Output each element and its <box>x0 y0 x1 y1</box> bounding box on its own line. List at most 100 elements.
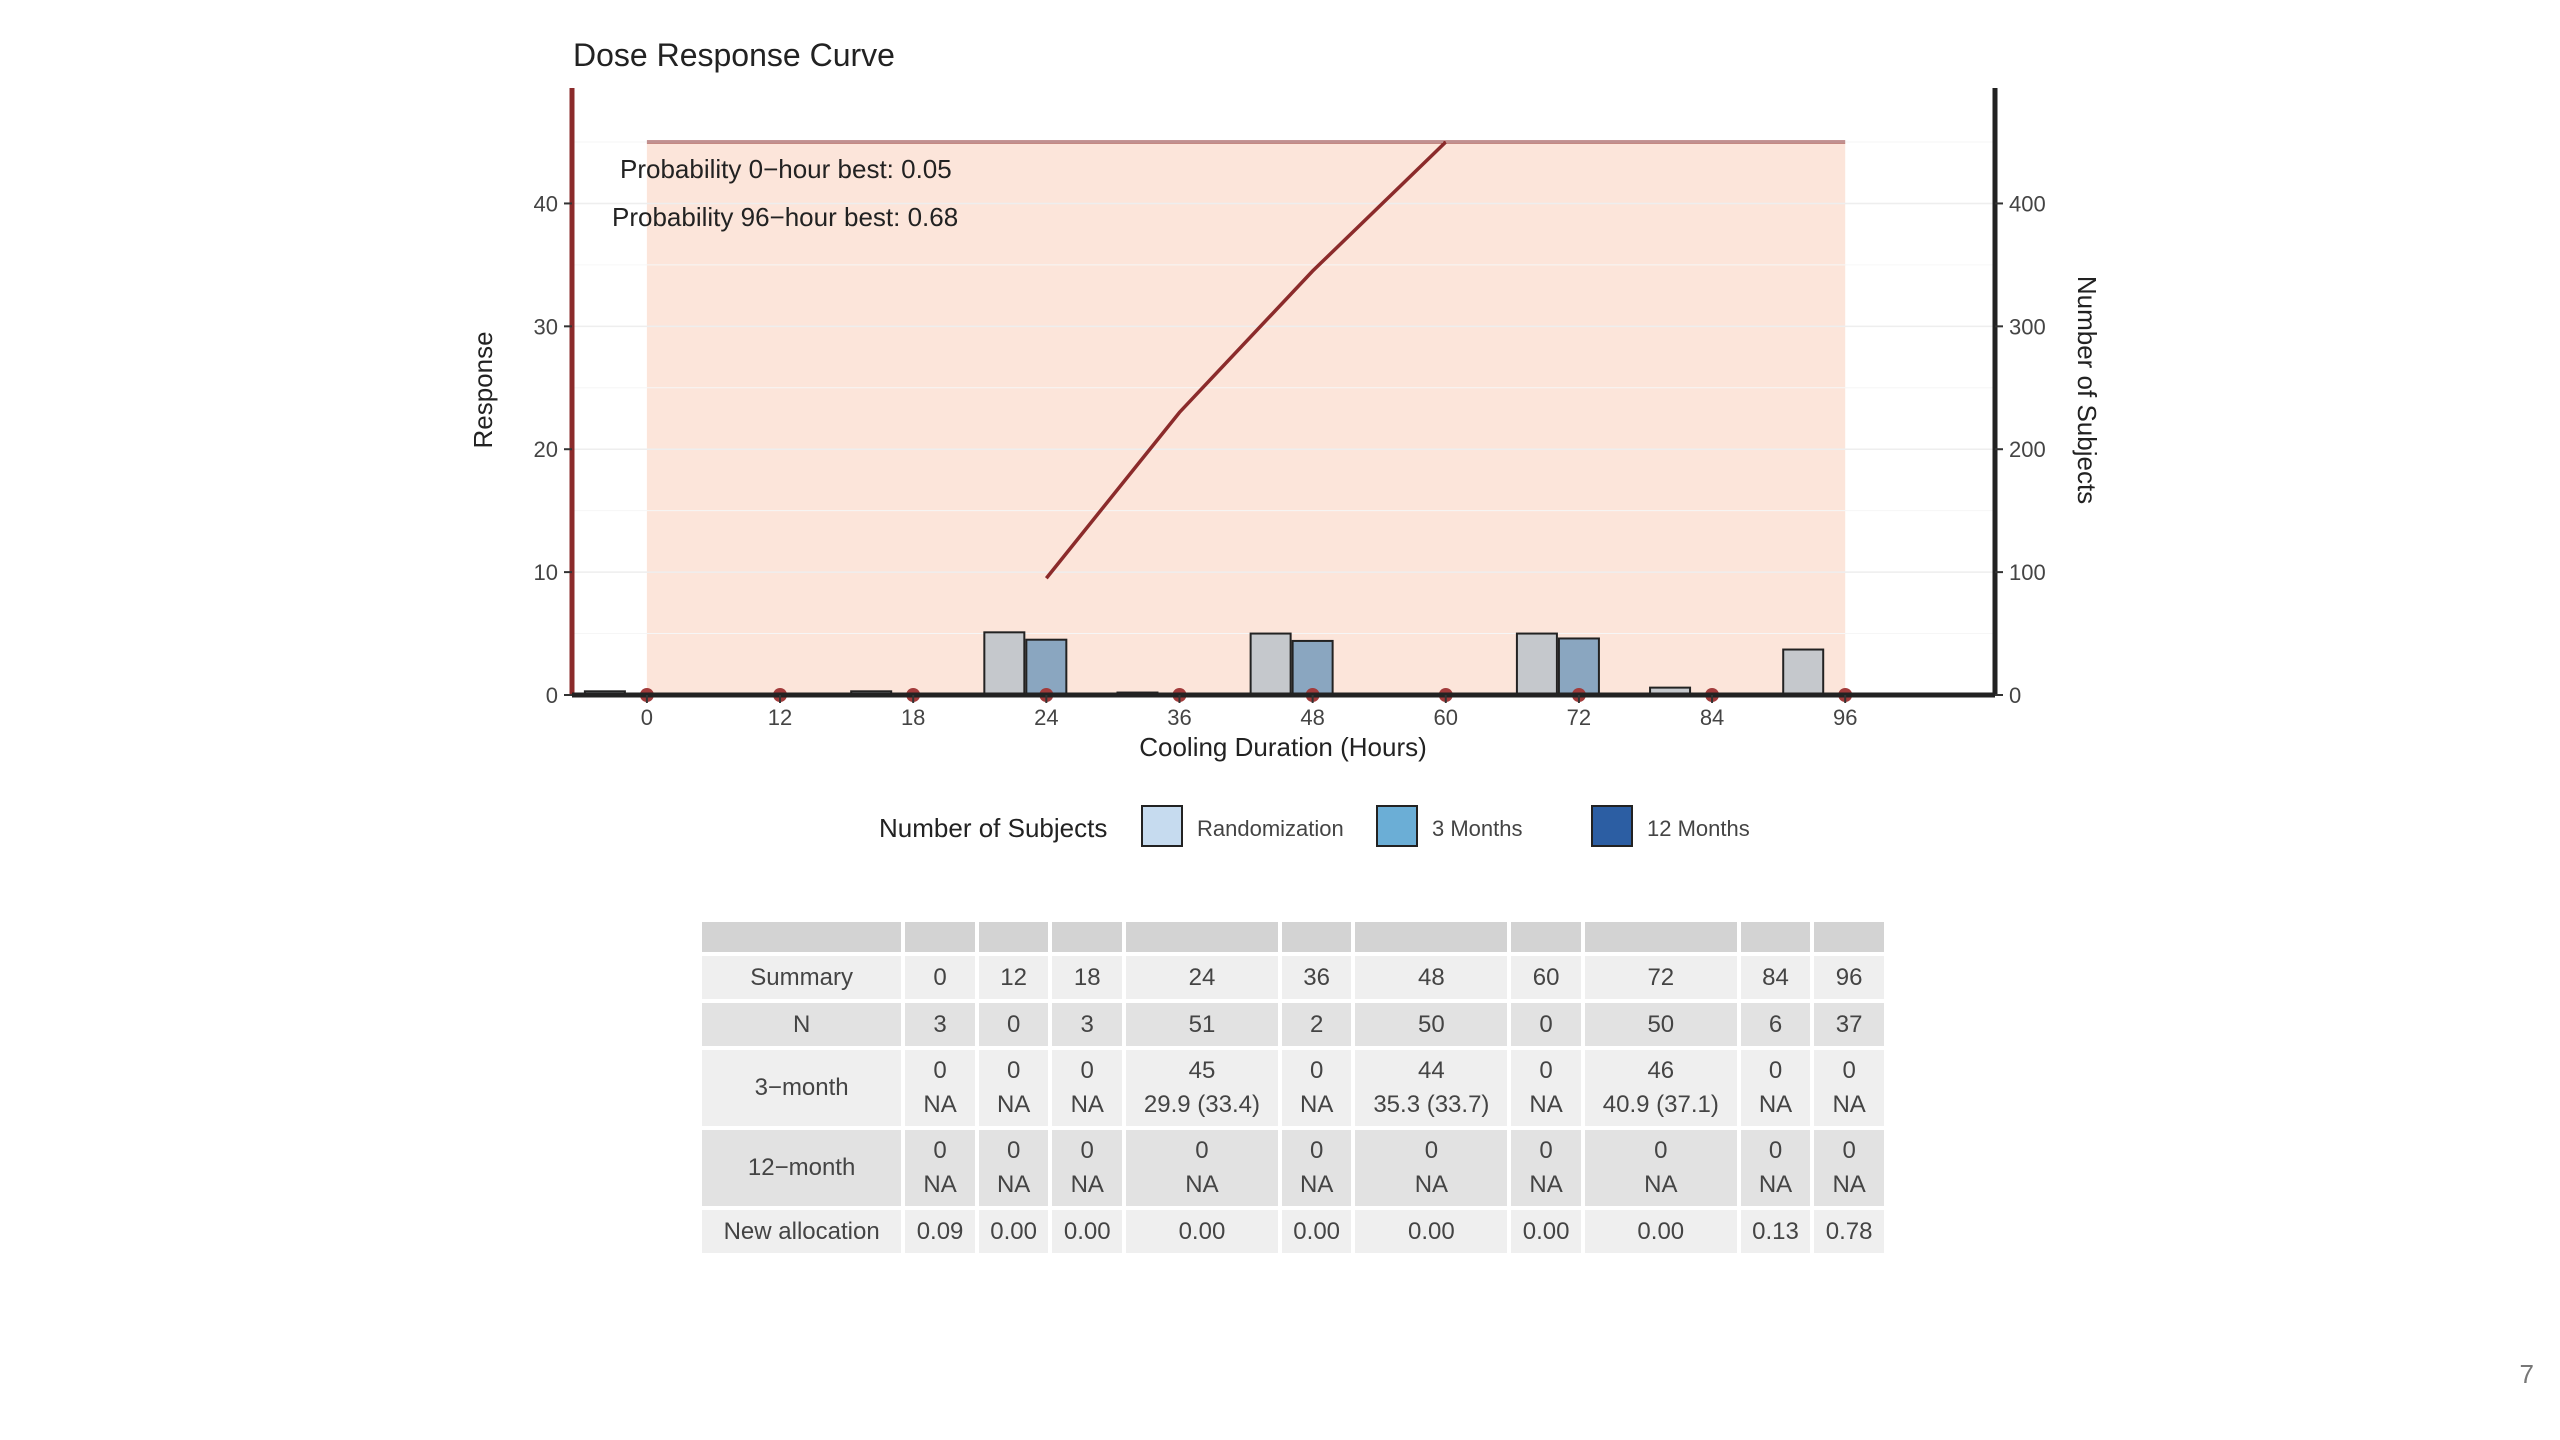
table-cell-mean: NA <box>923 1171 957 1198</box>
x-tick-label-0: 0 <box>641 705 653 730</box>
bar-1-7 <box>1557 637 1600 697</box>
x-tick-label-3: 24 <box>1034 705 1058 730</box>
summary-table: Summary 0 12 18 24 36 48 60 72 84 96 N 3 0 3 51 2 50 0 50 6 3… <box>698 918 1888 1257</box>
table-header-cell <box>1740 922 1811 952</box>
table-cell-count: 0 <box>1539 1057 1553 1084</box>
table-cell-mean: 40.9 (37.1) <box>1602 1091 1719 1118</box>
table-cell-mean: NA <box>1758 1171 1793 1198</box>
annotation-96-hour: Probability 96−hour best: 0.68 <box>612 202 958 232</box>
table-cell-mean: 35.3 (33.7) <box>1373 1091 1490 1118</box>
x-tick-label-7: 72 <box>1567 705 1591 730</box>
table-cell-count: 0 <box>1768 1137 1783 1164</box>
table-header-cell <box>978 922 1049 952</box>
table-header-row <box>702 922 1884 952</box>
y-tick-label-0: 0 <box>546 683 558 708</box>
table-cell: 0.00 <box>1511 1210 1581 1253</box>
table-row: 12−month 0 NA 0 NA 0 NA 0 NA 0 NA 0 NA 0 NA 0 NA 0 NA 0 NA <box>702 1130 1884 1206</box>
table-cell-count: 0 <box>1006 1057 1021 1084</box>
table-cell: 0.00 <box>1281 1210 1352 1253</box>
table-header-cell <box>1355 922 1508 952</box>
table-row: New allocation 0.09 0.00 0.00 0.00 0.00 0.00 0.… <box>702 1210 1884 1253</box>
table-cell-mean: NA <box>923 1091 957 1118</box>
table-header-cell <box>1814 922 1884 952</box>
table-cell: 0 NA <box>1740 1050 1811 1126</box>
table-cell: 50 <box>1355 1003 1508 1046</box>
table-header-cell <box>905 922 975 952</box>
secondary-y-axis-title: Number of Subjects <box>2072 276 2102 504</box>
table-cell-count: 0 <box>1654 1137 1668 1164</box>
legend-swatch-0 <box>1141 805 1183 847</box>
bar-0-5 <box>1249 632 1292 696</box>
table-cell-count: 0 <box>1080 1057 1094 1084</box>
table-cell: 0 <box>905 956 975 999</box>
table-cell: 48 <box>1355 956 1508 999</box>
table-header-cell <box>1126 922 1278 952</box>
table-cell: 0 NA <box>1126 1130 1278 1206</box>
table-cell: 0 NA <box>1281 1130 1352 1206</box>
credible-band <box>646 142 1846 695</box>
y-tick-label-4: 40 <box>534 191 558 216</box>
table-cell-mean: NA <box>1070 1171 1104 1198</box>
table-cell-mean: 29.9 (33.4) <box>1143 1091 1260 1118</box>
table-cell: 0.13 <box>1740 1210 1811 1253</box>
table-cell: 6 <box>1740 1003 1811 1046</box>
x-tick-label-2: 18 <box>901 705 925 730</box>
table-cell: 0 NA <box>1814 1130 1884 1206</box>
table-cell-mean: NA <box>1529 1091 1563 1118</box>
x-tick-label-1: 12 <box>768 705 792 730</box>
table-cell: 0 NA <box>1511 1050 1581 1126</box>
table-cell: 0.78 <box>1814 1210 1884 1253</box>
table-cell: 0.00 <box>1355 1210 1508 1253</box>
table-row-label: N <box>702 1003 902 1046</box>
table-cell-count: 0 <box>933 1057 947 1084</box>
bar-1-3 <box>1025 638 1068 697</box>
table-cell: 44 35.3 (33.7) <box>1355 1050 1508 1126</box>
table-cell: 0 NA <box>978 1050 1049 1126</box>
table-cell: 46 40.9 (37.1) <box>1584 1050 1737 1126</box>
table-cell: 72 <box>1584 956 1737 999</box>
table-cell-count: 46 <box>1647 1057 1675 1084</box>
table-cell: 45 29.9 (33.4) <box>1126 1050 1278 1126</box>
table-cell: 0 NA <box>1281 1050 1352 1126</box>
bar-1-5 <box>1291 639 1334 697</box>
table-cell: 0 <box>1511 1003 1581 1046</box>
x-tick-label-4: 36 <box>1167 705 1191 730</box>
y2-tick-label-4: 400 <box>2009 191 2046 216</box>
bar-0-7 <box>1515 632 1558 696</box>
y2-tick-label-1: 100 <box>2009 560 2046 585</box>
table-cell: 0 NA <box>1052 1050 1123 1126</box>
table-cell: 24 <box>1126 956 1278 999</box>
table-cell-count: 45 <box>1188 1057 1216 1084</box>
table-cell-mean: NA <box>996 1171 1031 1198</box>
y-tick-label-2: 20 <box>534 437 558 462</box>
table-cell: 0 NA <box>1584 1130 1737 1206</box>
legend-swatch-2 <box>1591 805 1633 847</box>
table-cell: 50 <box>1584 1003 1737 1046</box>
table-row-label: New allocation <box>702 1210 902 1253</box>
table-row: N 3 0 3 51 2 50 0 50 6 37 <box>702 1003 1884 1046</box>
bar-0-9 <box>1782 648 1825 697</box>
table-cell-mean: NA <box>1070 1091 1104 1118</box>
table-header-cell <box>1052 922 1123 952</box>
table-row: Summary 0 12 18 24 36 48 60 72 84 96 <box>702 956 1884 999</box>
table-cell-count: 0 <box>1768 1057 1783 1084</box>
y-axis-title: Response <box>468 331 498 448</box>
table-cell: 0 NA <box>1814 1050 1884 1126</box>
table-cell-mean: NA <box>1414 1171 1449 1198</box>
table-cell: 0 NA <box>1511 1130 1581 1206</box>
table-cell: 18 <box>1052 956 1123 999</box>
table-cell: 0 NA <box>1355 1130 1508 1206</box>
table-header-cell <box>1584 922 1737 952</box>
table-cell: 0.00 <box>1126 1210 1278 1253</box>
table-header-cell <box>702 922 902 952</box>
table-row: 3−month 0 NA 0 NA 0 NA 45 29.9 (33.4) 0 NA 44 35.3 (… <box>702 1050 1884 1126</box>
legend-label-1: 3 Months <box>1432 816 1523 841</box>
table-cell: 51 <box>1126 1003 1278 1046</box>
table-cell: 0 <box>978 1003 1049 1046</box>
table-cell-mean: NA <box>1832 1091 1866 1118</box>
table-header-cell <box>1281 922 1352 952</box>
x-tick-label-6: 60 <box>1434 705 1458 730</box>
table-cell-count: 0 <box>1842 1137 1856 1164</box>
legend-swatch-1 <box>1376 805 1418 847</box>
legend: Number of Subjects Randomization 3 Months… <box>879 805 1750 847</box>
